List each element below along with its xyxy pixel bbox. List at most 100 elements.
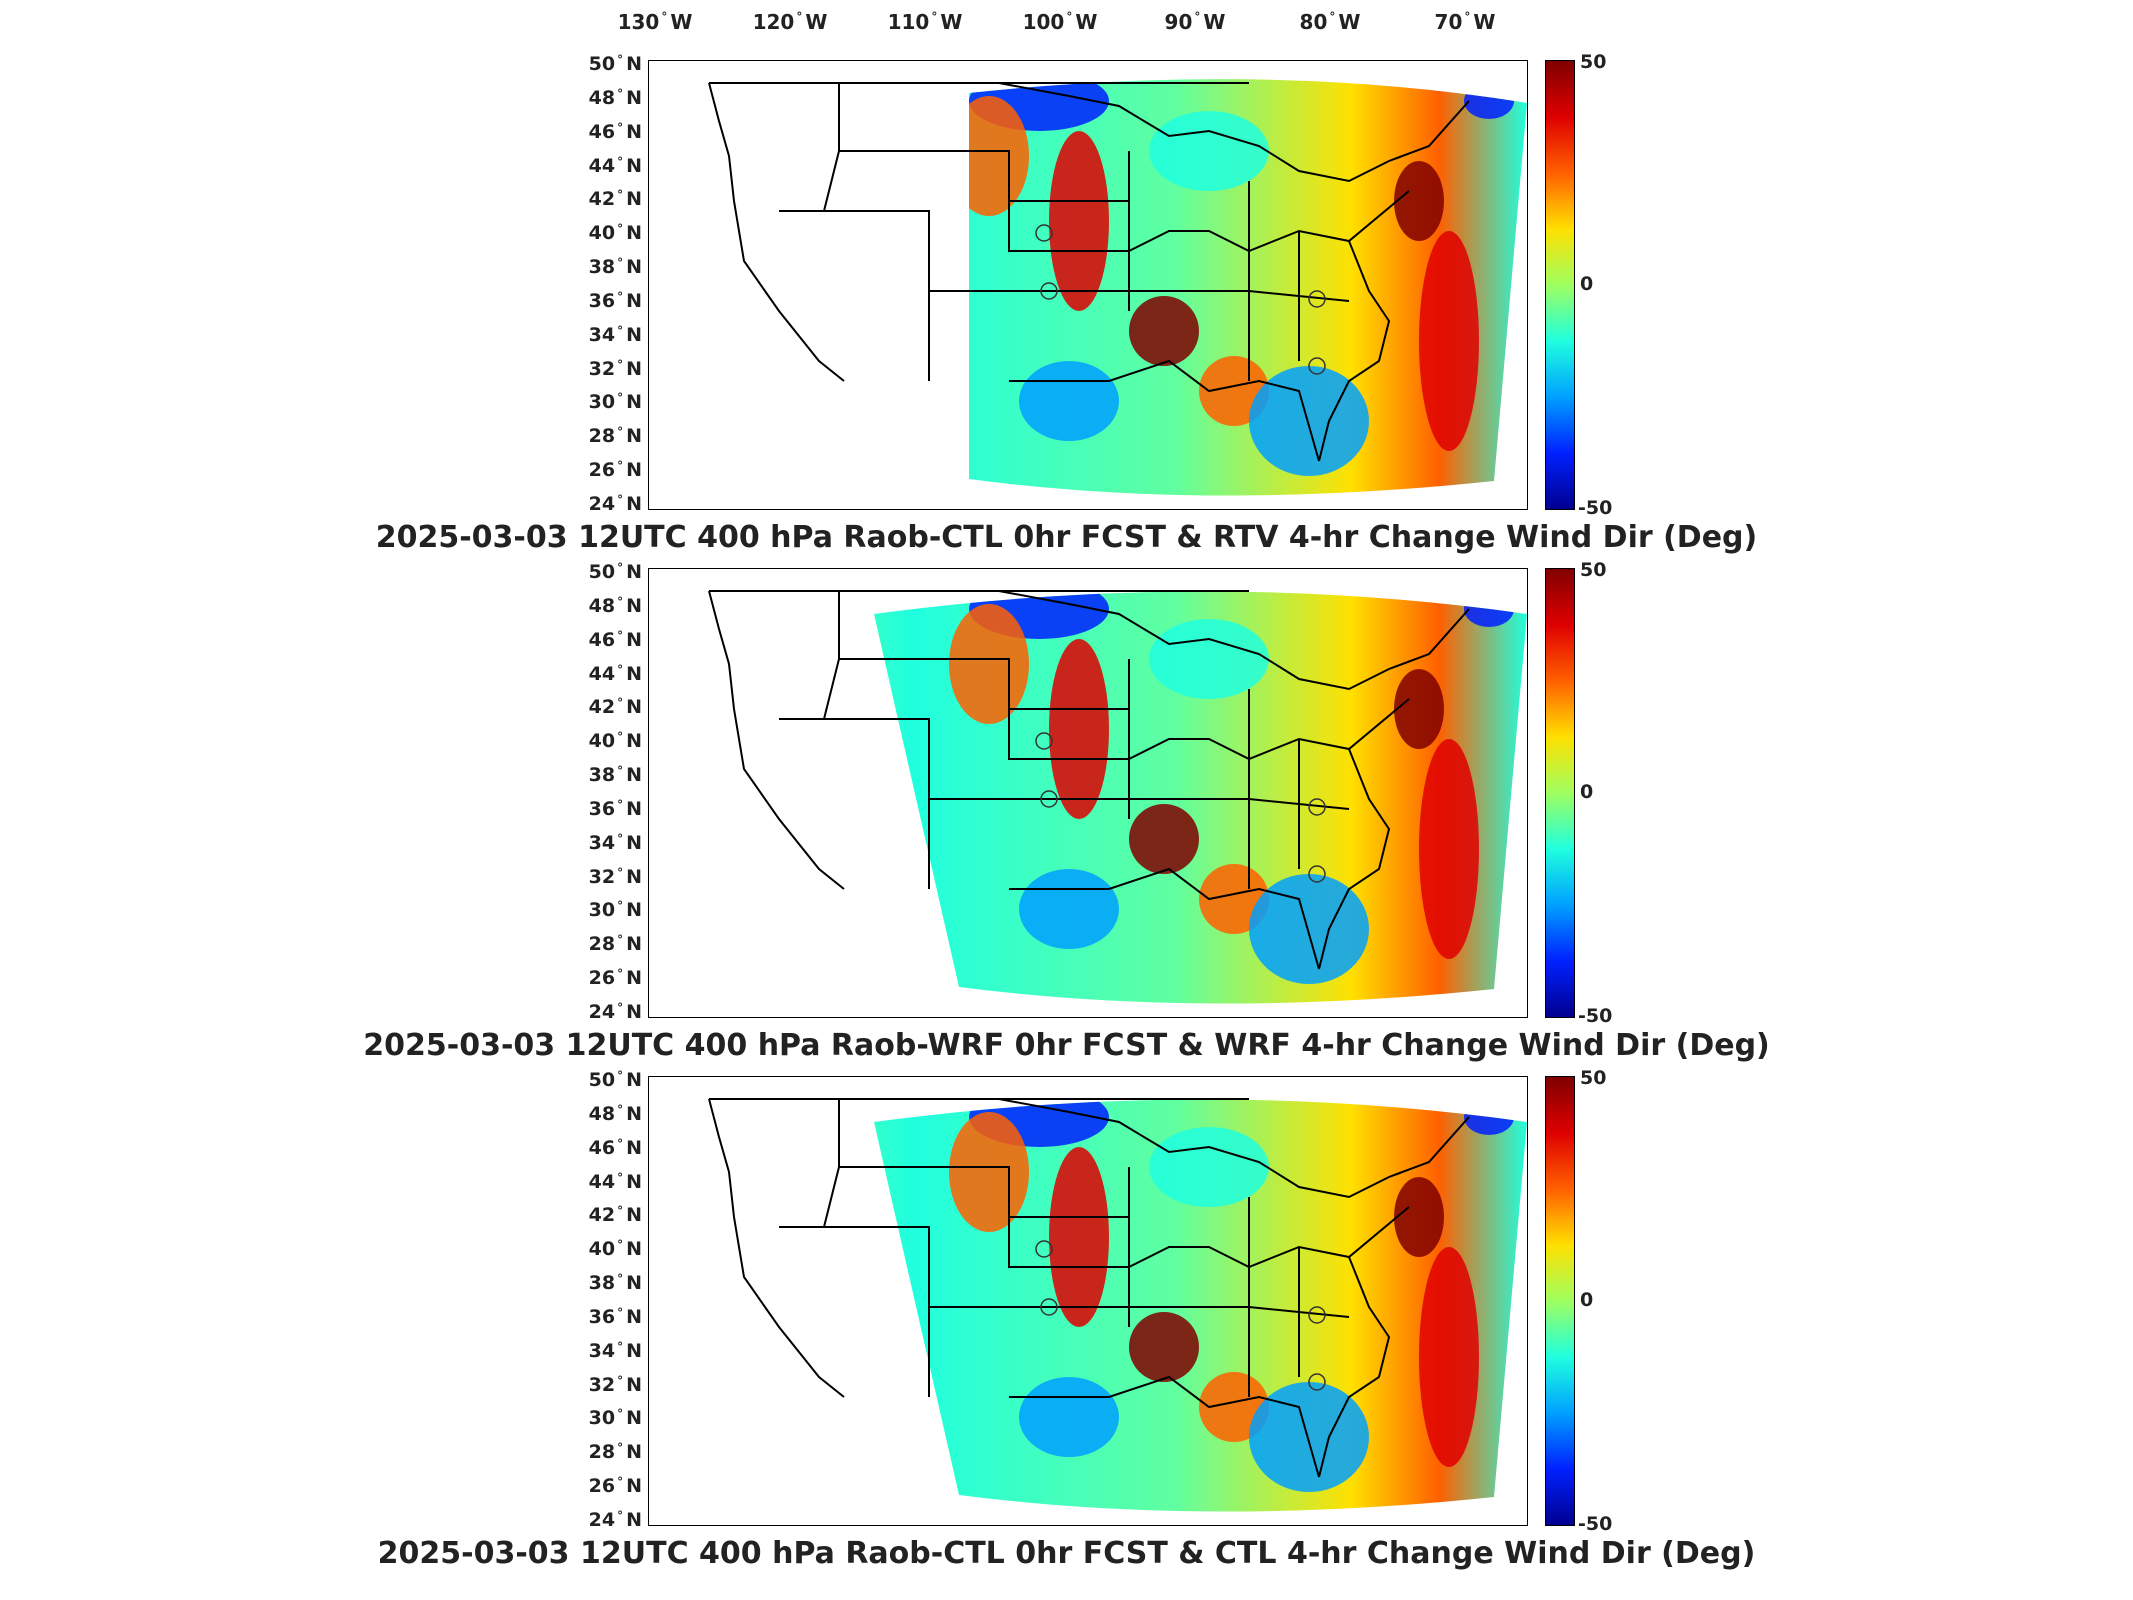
latitude-label: 38 ° N [588, 1272, 642, 1295]
state-border [1009, 1167, 1300, 1397]
colorbar-tick-min: -50 [1578, 1005, 1613, 1027]
latitude-label: 44 ° N [588, 1170, 642, 1193]
latitude-label: 46 ° N [588, 1136, 642, 1159]
latitude-label: 30 ° N [588, 1407, 642, 1430]
latitude-label: 32 ° N [588, 865, 642, 888]
latitude-label: 42 ° N [588, 696, 642, 719]
latitude-label: 46 ° N [588, 628, 642, 651]
longitude-label: 120 ° W [752, 10, 828, 34]
state-border [779, 718, 930, 889]
latitude-label: 28 ° N [588, 425, 642, 448]
state-border [823, 1099, 840, 1228]
raob-station-marker [1308, 290, 1326, 308]
latitude-label: 36 ° N [588, 797, 642, 820]
longitude-label: 100 ° W [1022, 10, 1098, 34]
latitude-label: 24 ° N [588, 1509, 642, 1531]
colorbar-tick-zero: 0 [1580, 273, 1594, 295]
latitude-label: 50 ° N [588, 1069, 642, 1091]
colorbar-tick-min: -50 [1578, 1513, 1613, 1535]
latitude-label: 32 ° N [588, 357, 642, 380]
latitude-label: 44 ° N [588, 154, 642, 177]
raob-station-marker [1308, 1373, 1326, 1391]
latitude-label: 40 ° N [588, 730, 642, 753]
panel-caption: 2025-03-03 12UTC 400 hPa Raob-CTL 0hr FC… [377, 1536, 1756, 1571]
map-plot [648, 60, 1528, 510]
raob-station-marker [1035, 224, 1053, 242]
panel-caption: 2025-03-03 12UTC 400 hPa Raob-CTL 0hr FC… [375, 520, 1758, 555]
latitude-label: 38 ° N [588, 764, 642, 787]
colorbar [1545, 60, 1575, 510]
state-border [823, 591, 840, 720]
panel-caption: 2025-03-03 12UTC 400 hPa Raob-WRF 0hr FC… [363, 1028, 1770, 1063]
latitude-label: 26 ° N [588, 459, 642, 482]
wind-direction-map [708, 590, 1527, 1004]
latitude-label: 30 ° N [588, 899, 642, 922]
latitude-label: 50 ° N [588, 561, 642, 583]
state-border [1009, 359, 1320, 462]
latitude-label: 40 ° N [588, 1238, 642, 1261]
state-border [1318, 748, 1391, 970]
raob-station-marker [1040, 790, 1058, 808]
colorbar-tick-zero: 0 [1580, 1289, 1594, 1311]
state-border [708, 590, 845, 890]
state-border [779, 210, 930, 381]
latitude-label: 24 ° N [588, 493, 642, 515]
latitude-label: 48 ° N [588, 594, 642, 617]
wind-direction-map [708, 79, 1527, 496]
latitude-label: 32 ° N [588, 1373, 642, 1396]
colorbar-tick-min: -50 [1578, 497, 1613, 519]
state-border [708, 1098, 845, 1398]
raob-station-marker [1040, 282, 1058, 300]
colorbar-tick-max: 50 [1580, 559, 1607, 581]
latitude-label: 38 ° N [588, 256, 642, 279]
longitude-label: 80 ° W [1299, 10, 1361, 34]
colorbar [1545, 568, 1575, 1018]
raob-station-marker [1308, 1306, 1326, 1324]
longitude-label: 70 ° W [1434, 10, 1496, 34]
wind-direction-field [969, 79, 1527, 496]
latitude-label: 46 ° N [588, 120, 642, 143]
raob-station-marker [1040, 1298, 1058, 1316]
latitude-label: 34 ° N [588, 1339, 642, 1362]
latitude-label: 28 ° N [588, 1441, 642, 1464]
state-border [1009, 151, 1300, 381]
latitude-label: 42 ° N [588, 1204, 642, 1227]
latitude-label: 48 ° N [588, 86, 642, 109]
latitude-label: 42 ° N [588, 188, 642, 211]
longitude-label: 90 ° W [1164, 10, 1226, 34]
raob-station-marker [1035, 1240, 1053, 1258]
raob-station-marker [1308, 798, 1326, 816]
state-border [1009, 659, 1300, 889]
wind-direction-map [708, 1098, 1527, 1512]
state-border [1318, 240, 1391, 462]
longitude-label: 130 ° W [617, 10, 693, 34]
latitude-label: 36 ° N [588, 1305, 642, 1328]
map-plot [648, 568, 1528, 1018]
colorbar-tick-max: 50 [1580, 51, 1607, 73]
latitude-label: 30 ° N [588, 391, 642, 414]
latitude-label: 36 ° N [588, 289, 642, 312]
raob-station-marker [1035, 732, 1053, 750]
state-border [1009, 1375, 1320, 1478]
raob-station-marker [1308, 357, 1326, 375]
latitude-label: 44 ° N [588, 662, 642, 685]
state-border [708, 82, 845, 382]
state-border [709, 82, 1470, 183]
longitude-label: 110 ° W [887, 10, 963, 34]
latitude-label: 28 ° N [588, 933, 642, 956]
colorbar-tick-max: 50 [1580, 1067, 1607, 1089]
latitude-label: 34 ° N [588, 323, 642, 346]
state-border [823, 83, 840, 212]
state-border [1318, 1256, 1391, 1478]
colorbar [1545, 1076, 1575, 1526]
latitude-label: 40 ° N [588, 222, 642, 245]
latitude-label: 48 ° N [588, 1102, 642, 1125]
latitude-label: 24 ° N [588, 1001, 642, 1023]
map-plot [648, 1076, 1528, 1526]
latitude-label: 26 ° N [588, 967, 642, 990]
state-border [1009, 867, 1320, 970]
wind-direction-field [874, 1099, 1527, 1512]
raob-station-marker [1308, 865, 1326, 883]
state-border [709, 1098, 1470, 1199]
wind-direction-field [874, 591, 1527, 1004]
